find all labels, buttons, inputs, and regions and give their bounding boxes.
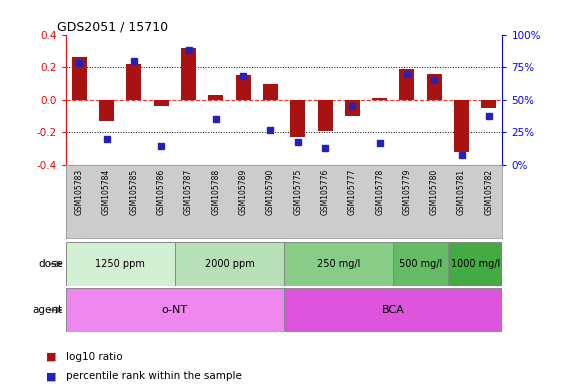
Text: GSM105786: GSM105786 — [156, 169, 166, 215]
Text: BCA: BCA — [382, 305, 405, 315]
Bar — [154, 100, 168, 106]
Bar — [372, 98, 387, 100]
Text: ■: ■ — [46, 352, 56, 362]
Text: GSM105778: GSM105778 — [375, 169, 384, 215]
Text: GSM105788: GSM105788 — [211, 169, 220, 215]
Bar — [126, 64, 142, 100]
Text: GSM105785: GSM105785 — [130, 169, 138, 215]
Bar — [181, 48, 196, 100]
Text: GSM105790: GSM105790 — [266, 169, 275, 215]
Bar — [290, 100, 305, 137]
Text: o-NT: o-NT — [162, 305, 188, 315]
Bar — [208, 95, 223, 100]
Text: dose: dose — [38, 259, 63, 269]
Bar — [345, 100, 360, 116]
Text: GSM105776: GSM105776 — [320, 169, 329, 215]
Bar — [448, 242, 502, 286]
Bar — [393, 242, 448, 286]
Text: GSM105775: GSM105775 — [293, 169, 302, 215]
Text: agent: agent — [33, 305, 63, 315]
Text: GSM105779: GSM105779 — [403, 169, 412, 215]
Bar — [454, 100, 469, 152]
Text: GSM105784: GSM105784 — [102, 169, 111, 215]
Bar — [66, 242, 175, 286]
Text: GDS2051 / 15710: GDS2051 / 15710 — [57, 20, 168, 33]
Text: GSM105789: GSM105789 — [239, 169, 248, 215]
Text: GSM105787: GSM105787 — [184, 169, 193, 215]
Bar — [72, 58, 87, 100]
Bar — [481, 100, 496, 108]
Bar — [99, 100, 114, 121]
Bar — [400, 69, 415, 100]
Bar — [284, 242, 393, 286]
Text: log10 ratio: log10 ratio — [66, 352, 122, 362]
Text: 500 mg/l: 500 mg/l — [399, 259, 442, 269]
Text: 2000 ppm: 2000 ppm — [204, 259, 254, 269]
Bar — [175, 242, 284, 286]
Text: percentile rank within the sample: percentile rank within the sample — [66, 371, 242, 381]
Text: GSM105783: GSM105783 — [75, 169, 84, 215]
Text: GSM105777: GSM105777 — [348, 169, 357, 215]
Text: 250 mg/l: 250 mg/l — [317, 259, 360, 269]
Text: GSM105782: GSM105782 — [484, 169, 493, 215]
Text: GSM105780: GSM105780 — [430, 169, 439, 215]
Bar — [66, 288, 284, 332]
Text: ■: ■ — [46, 371, 56, 381]
Text: 1000 mg/l: 1000 mg/l — [451, 259, 500, 269]
Text: GSM105781: GSM105781 — [457, 169, 466, 215]
Bar — [317, 100, 332, 131]
Bar — [427, 74, 442, 100]
Bar — [263, 84, 278, 100]
Bar — [284, 288, 502, 332]
Text: 1250 ppm: 1250 ppm — [95, 259, 145, 269]
Bar — [236, 75, 251, 100]
